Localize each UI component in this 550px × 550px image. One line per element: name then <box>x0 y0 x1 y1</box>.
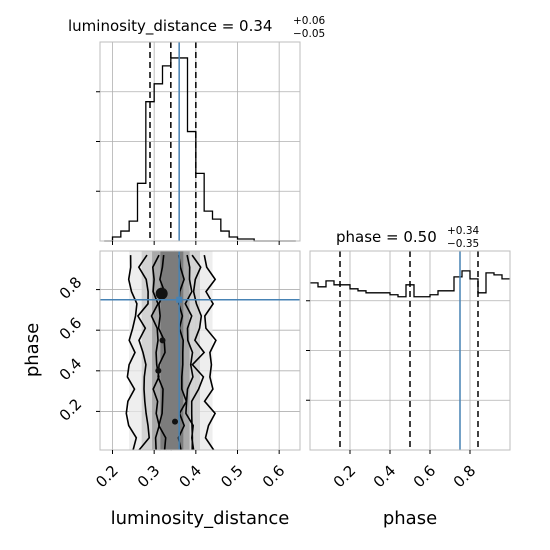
joint-density-peak <box>155 367 162 374</box>
joint-contour-line <box>177 254 188 451</box>
joint-density-peak <box>159 337 166 344</box>
ld-tick-label: 0.2 <box>92 462 122 492</box>
joint-contour-line <box>136 254 151 451</box>
svg-text:luminosity_distance = 0.34: luminosity_distance = 0.34 <box>68 17 272 36</box>
panels-layer: 0.2 0.3 0.4 0.5 0.6 0.2 0.4 0.6 0.8 0.2 0.4 0.6 0.8 <box>56 41 511 492</box>
ld-tick-label: 0.3 <box>134 462 164 492</box>
ld-tick-label: 0.6 <box>259 462 289 492</box>
ld-title-minus: −0.05 <box>293 28 325 40</box>
phase-xtick-label: 0.2 <box>330 462 360 492</box>
phase-ytick-label: 0.6 <box>56 314 86 344</box>
joint-contour-line <box>203 254 217 451</box>
ld-tick-label: 0.4 <box>175 462 205 492</box>
joint-contour-line <box>157 255 167 451</box>
ld-tick-label: 0.5 <box>217 462 247 492</box>
phase-title-minus: −0.35 <box>447 238 479 250</box>
phase-ytick-label: 0.8 <box>56 273 86 303</box>
ld-title-text: luminosity_distance = 0.34 <box>68 17 272 36</box>
phase-title: phase = 0.50 +0.34 −0.35 <box>336 225 479 250</box>
ld-title: luminosity_distance = 0.34 +0.06 −0.05 <box>68 15 325 40</box>
joint-contour-line <box>125 255 138 451</box>
joint-frame <box>99 250 301 451</box>
joint-contour-line <box>190 254 206 451</box>
phase-title-text: phase = 0.50 <box>336 228 437 246</box>
phase-hist-step <box>310 270 510 298</box>
phase-xtick-label: 0.6 <box>410 462 440 492</box>
joint-density-peak <box>155 287 168 300</box>
phase-xtick-label: 0.8 <box>450 462 480 492</box>
y-axis-label-phase: phase <box>22 323 43 377</box>
joint-contour-line <box>184 254 195 451</box>
joint-truth-marker <box>176 296 183 303</box>
joint-contour-line <box>150 254 161 451</box>
phase-ytick-label: 0.2 <box>56 395 86 425</box>
x-axis-label-ld: luminosity_distance <box>111 508 290 529</box>
joint-density-peak <box>172 418 178 425</box>
x-axis-label-phase: phase <box>383 508 437 529</box>
ld-hist-step <box>104 57 296 242</box>
ld-title-plus: +0.06 <box>293 15 325 27</box>
phase-ytick-label: 0.4 <box>56 354 86 384</box>
phase-title-plus: +0.34 <box>447 225 479 237</box>
phase-xtick-label: 0.4 <box>370 462 400 492</box>
